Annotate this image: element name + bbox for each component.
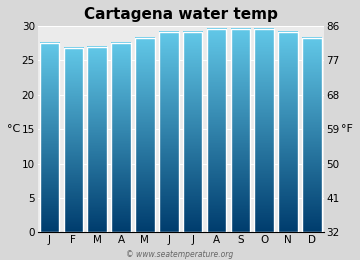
Bar bbox=[159, 32, 179, 232]
Bar bbox=[135, 38, 155, 232]
Bar bbox=[230, 29, 250, 232]
Y-axis label: °F: °F bbox=[341, 124, 353, 134]
Bar bbox=[278, 32, 298, 232]
Bar bbox=[255, 29, 274, 232]
Bar bbox=[207, 29, 226, 232]
Bar bbox=[64, 48, 83, 232]
Bar bbox=[40, 43, 59, 232]
Text: © www.seatemperature.org: © www.seatemperature.org bbox=[126, 250, 234, 259]
Y-axis label: °C: °C bbox=[7, 124, 20, 134]
Title: Cartagena water temp: Cartagena water temp bbox=[84, 7, 278, 22]
Bar bbox=[183, 32, 202, 232]
Bar bbox=[111, 43, 131, 232]
Bar bbox=[87, 47, 107, 232]
Bar bbox=[302, 38, 321, 232]
